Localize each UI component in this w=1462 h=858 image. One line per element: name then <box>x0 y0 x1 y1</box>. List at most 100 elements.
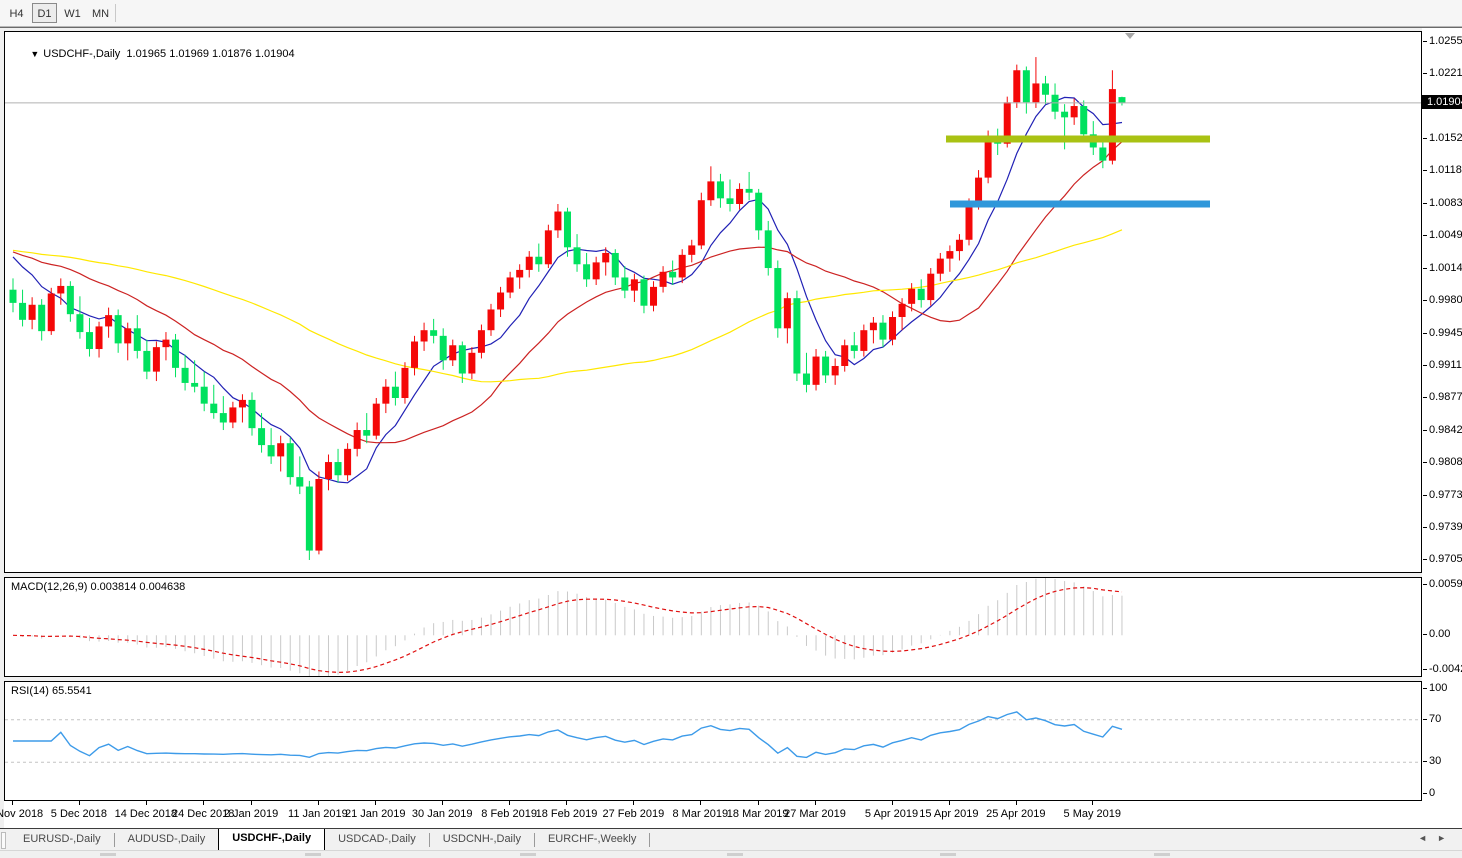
date-tick <box>78 801 80 805</box>
date-tick <box>815 801 817 805</box>
chart-shift-marker-icon[interactable] <box>1125 33 1135 39</box>
date-tick <box>1092 801 1094 805</box>
date-label: 27 Mar 2019 <box>784 808 846 820</box>
scroll-right-arrow[interactable]: ► <box>1437 833 1456 843</box>
date-tick <box>442 801 444 805</box>
chart-tab-eurchfweekly[interactable]: EURCHF-,Weekly <box>547 833 637 845</box>
price-tick-label: 1.00830 <box>1423 197 1462 209</box>
date-tick <box>12 801 13 805</box>
date-label: 27 Feb 2019 <box>602 808 665 820</box>
date-tick <box>757 801 759 805</box>
symbol-dropdown-icon[interactable]: ▼ <box>30 49 40 59</box>
rsi-panel[interactable]: RSI(14) 65.5541 <box>4 681 1422 801</box>
splitter-grip <box>520 853 536 856</box>
rsi-plot[interactable] <box>5 682 1421 800</box>
date-label: 2 Jan 2019 <box>223 808 279 820</box>
timeframe-button-w1[interactable]: W1 <box>64 8 81 20</box>
timeframe-button-mn[interactable]: MN <box>91 8 110 20</box>
date-label: 5 May 2019 <box>1063 808 1121 820</box>
date-tick <box>700 801 702 805</box>
date-tick <box>1015 801 1017 805</box>
date-tick <box>891 801 893 805</box>
current-price-box: 1.01904 <box>1422 94 1462 109</box>
date-tick <box>375 801 377 805</box>
macd-axis-label: 0.00 <box>1423 628 1462 640</box>
date-label: 5 Apr 2019 <box>864 808 919 820</box>
date-tick <box>145 801 147 805</box>
date-tick <box>317 801 319 805</box>
date-tick <box>633 801 635 805</box>
macd-values: 0.003814 0.004638 <box>90 581 186 593</box>
tab-separator <box>113 833 115 847</box>
rsi-axis-label: 100 <box>1423 682 1462 694</box>
main-chart-panel[interactable]: ▼ USDCHF-,Daily 1.01965 1.01969 1.01876 1… <box>4 31 1422 573</box>
rsi-axis-label: 0 <box>1423 787 1462 799</box>
timeframe-button-d1[interactable]: D1 <box>32 3 57 23</box>
candlestick-plot[interactable] <box>5 32 1421 572</box>
macd-plot[interactable] <box>5 578 1421 676</box>
date-label: 11 Jan 2019 <box>288 808 348 820</box>
date-label: 24 Dec 2018 <box>171 808 235 820</box>
chart-tab-usdchfdaily[interactable]: USDCHF-,Daily <box>218 829 326 851</box>
macd-label: MACD(12,26,9) 0.003814 0.004638 <box>11 581 186 593</box>
price-tick-label: 1.01180 <box>1423 164 1462 176</box>
chart-tab-usdcnhdaily[interactable]: USDCNH-,Daily <box>442 833 521 845</box>
chart-window: 1.025501.022101.018701.015201.011801.008… <box>0 27 1462 829</box>
price-tick-label: 1.00490 <box>1423 229 1462 241</box>
price-tick-label: 1.01520 <box>1423 132 1462 144</box>
price-axis: 1.025501.022101.018701.015201.011801.008… <box>1422 28 1462 829</box>
timeframe-toolbar: H4 D1 W1 MN <box>0 0 1462 27</box>
rsi-axis-label: 30 <box>1423 755 1462 767</box>
date-label: 8 Mar 2019 <box>672 808 729 820</box>
date-label: 26 Nov 2018 <box>0 808 44 820</box>
scroll-left-arrow[interactable]: ◄ <box>1418 833 1438 843</box>
date-label: 30 Jan 2019 <box>411 808 473 820</box>
tab-separator <box>428 833 430 847</box>
chart-symbol-label: USDCHF-,Daily <box>43 48 121 60</box>
date-tick <box>509 801 511 805</box>
rsi-value: 65.5541 <box>51 685 92 697</box>
splitter-grip <box>305 853 321 856</box>
date-label: 25 Apr 2019 <box>986 808 1046 820</box>
chart-tab-usdcaddaily[interactable]: USDCAD-,Daily <box>338 833 416 845</box>
splitter-grip <box>940 853 956 856</box>
chart-header-line: ▼ USDCHF-,Daily 1.01965 1.01969 1.01876 1… <box>12 36 295 72</box>
chart-tab-eurusddaily[interactable]: EURUSD-,Daily <box>23 833 101 845</box>
date-tick <box>251 801 252 805</box>
date-label: 8 Feb 2019 <box>481 808 537 820</box>
rsi-label: RSI(14) 65.5541 <box>11 685 92 697</box>
tab-separator <box>533 833 535 847</box>
chart-tab-audusddaily[interactable]: AUDUSD-,Daily <box>127 833 206 845</box>
status-strip <box>0 850 1462 858</box>
rsi-axis-label: 70 <box>1423 713 1462 725</box>
chart-ohlc-values: 1.01965 1.01969 1.01876 1.01904 <box>126 48 295 60</box>
timeframe-button-h4[interactable]: H4 <box>9 8 24 20</box>
price-tick-label: 1.02550 <box>1423 35 1462 47</box>
date-label: 14 Dec 2018 <box>114 808 178 820</box>
splitter-grip <box>100 853 116 856</box>
price-tick-label: 0.97050 <box>1423 553 1462 565</box>
macd-axis-label: 0.00597 <box>1423 578 1462 590</box>
date-label: 18 Feb 2019 <box>535 808 598 820</box>
date-label: 15 Apr 2019 <box>919 808 979 820</box>
macd-panel[interactable]: MACD(12,26,9) 0.003814 0.004638 <box>4 577 1422 677</box>
tab-separator <box>649 833 651 847</box>
date-tick <box>203 801 205 805</box>
splitter-grip <box>1154 853 1170 856</box>
macd-axis-label: -0.004243 <box>1423 663 1462 675</box>
date-tick <box>948 801 950 805</box>
date-tick <box>566 801 568 805</box>
tab-scroll-arrows: ◄► <box>1418 833 1456 843</box>
date-label: 5 Dec 2018 <box>50 808 108 820</box>
toolbar-separator <box>115 4 116 22</box>
date-label: 21 Jan 2019 <box>344 808 406 820</box>
